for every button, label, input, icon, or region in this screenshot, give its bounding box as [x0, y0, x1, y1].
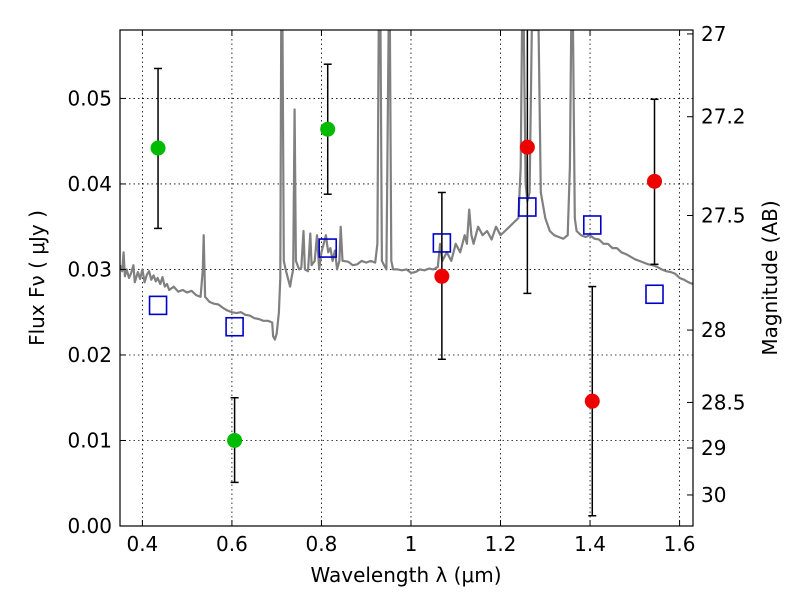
right-tick-label: 30 — [701, 483, 726, 507]
right-tick-label: 27.5 — [701, 203, 746, 227]
y-tick-label: 0.03 — [67, 257, 112, 281]
x-tick-label: 1.4 — [574, 532, 606, 556]
data-point — [584, 393, 600, 409]
y-tick-label: 0.02 — [67, 343, 112, 367]
model-spectrum-layer — [120, 30, 693, 341]
model-band-point — [518, 197, 537, 217]
x-tick-label: 1 — [405, 532, 418, 556]
y-tick-label: 0.05 — [67, 86, 112, 110]
y-tick-label: 0.00 — [67, 514, 112, 538]
data-point — [519, 139, 535, 155]
data-point — [150, 140, 166, 156]
model-spectrum-line — [120, 30, 693, 341]
markers-layer — [148, 121, 664, 448]
x-tick-label: 1.2 — [485, 532, 517, 556]
y-tick-label: 0.04 — [67, 172, 112, 196]
ticks-layer: 0.4 0.6 0.8 1 1.2 1.4 1.6 0.00 0.01 0.02 0.03 0.04 0… — [67, 22, 745, 556]
model-band-point — [645, 284, 664, 305]
x-tick-label: 0.8 — [306, 532, 338, 556]
data-point — [647, 173, 663, 189]
x-tick-label: 0.4 — [126, 532, 158, 556]
y-axis-label: Flux Fν ( μJy ) — [25, 210, 49, 346]
data-point — [434, 268, 450, 284]
right-tick-label: 28.5 — [701, 390, 746, 414]
data-point — [227, 432, 243, 448]
model-band-point — [582, 215, 602, 235]
right-tick-label: 28 — [701, 318, 726, 342]
x-tick-label: 0.6 — [216, 532, 248, 556]
plot-frame — [119, 29, 694, 527]
right-tick-label: 27 — [701, 22, 726, 46]
right-tick-label: 29 — [701, 436, 726, 460]
x-axis-label: Wavelength λ (μm) — [310, 563, 501, 587]
right-tick-label: 27.2 — [701, 105, 746, 129]
y-tick-label: 0.01 — [67, 428, 112, 452]
model-band-point — [225, 316, 244, 337]
x-tick-label: 1.6 — [664, 532, 696, 556]
model-band-point — [318, 238, 338, 258]
model-band-point — [432, 233, 452, 253]
right-axis-label: Magnitude (AB) — [758, 200, 782, 355]
model-band-point — [148, 295, 168, 316]
data-point — [320, 121, 336, 137]
